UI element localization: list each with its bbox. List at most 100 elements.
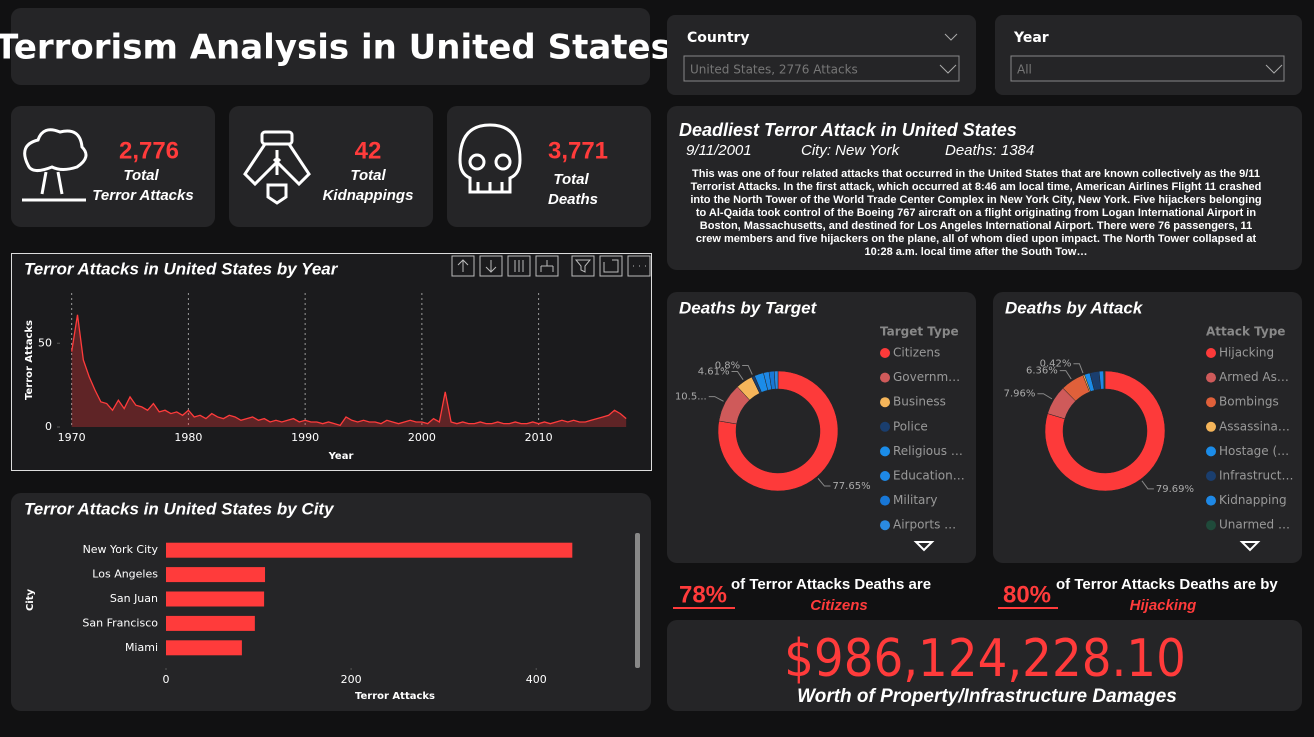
legend-swatch bbox=[1206, 348, 1216, 358]
dropdown[interactable] bbox=[683, 55, 960, 82]
story-title: Deadliest Terror Attack in United States bbox=[679, 120, 1017, 140]
y-tick-label: 50 bbox=[38, 336, 52, 349]
data-label: 4.61% bbox=[698, 366, 730, 377]
slicer-panel bbox=[995, 15, 1302, 95]
legend-swatch bbox=[1206, 421, 1216, 432]
kpi-label: Total bbox=[553, 171, 589, 188]
kpi-label: Total bbox=[123, 167, 159, 184]
data-label: 7.96% bbox=[1004, 389, 1036, 400]
chart-panel bbox=[11, 493, 651, 711]
legend-scroll[interactable] bbox=[1239, 541, 1261, 552]
legend-swatch bbox=[880, 397, 890, 408]
chart-panel[interactable] bbox=[11, 253, 652, 471]
x-tick-label: 200 bbox=[341, 673, 362, 686]
legend-swatch bbox=[880, 495, 890, 506]
legend-swatch bbox=[880, 372, 890, 383]
callout-text: of Terror Attacks Deaths are bbox=[731, 576, 931, 593]
kpi-value: 2,776 bbox=[119, 137, 179, 164]
legend-label: Education… bbox=[893, 469, 965, 483]
x-tick-label: 0 bbox=[163, 673, 170, 686]
legend-scroll[interactable] bbox=[913, 541, 935, 552]
legend-swatch bbox=[1206, 495, 1216, 506]
legend-swatch bbox=[1206, 372, 1216, 383]
y-axis-title: Terror Attacks bbox=[24, 320, 35, 400]
legend-label: Hostage (… bbox=[1219, 444, 1289, 458]
legend-swatch bbox=[880, 446, 890, 457]
data-label: 77.65% bbox=[832, 481, 870, 492]
leader-line bbox=[817, 478, 831, 487]
x-axis-title: Terror Attacks bbox=[355, 691, 435, 702]
kpi-label: Kidnappings bbox=[323, 187, 414, 204]
slicer-label: Country bbox=[687, 30, 750, 46]
kpi-card bbox=[11, 106, 215, 227]
damages-label: Worth of Property/Infrastructure Damages bbox=[797, 686, 1177, 707]
legend-label: Business bbox=[893, 395, 946, 409]
leader-line bbox=[1141, 480, 1154, 490]
callout-percent: 80% bbox=[1003, 581, 1051, 608]
legend-label: Hijacking bbox=[1219, 346, 1274, 360]
bar bbox=[166, 567, 266, 583]
legend-swatch bbox=[1206, 397, 1216, 408]
data-label: 0.42% bbox=[1040, 359, 1072, 370]
legend-title: Attack Type bbox=[1206, 325, 1285, 339]
legend-label: Bombings bbox=[1219, 395, 1279, 409]
scrollbar[interactable] bbox=[635, 533, 640, 668]
leader-line bbox=[742, 364, 753, 375]
story-city: City: New York bbox=[801, 142, 901, 159]
legend-swatch bbox=[1206, 471, 1216, 481]
legend-swatch bbox=[1206, 520, 1216, 531]
bar bbox=[166, 640, 242, 656]
y-tick-label: San Juan bbox=[110, 592, 158, 605]
chart-title: Terror Attacks in United States by City bbox=[24, 499, 335, 518]
slicer-value: All bbox=[1017, 63, 1032, 77]
legend-label: Assassina… bbox=[1219, 419, 1290, 433]
data-label: 10.5... bbox=[675, 392, 707, 403]
story-date: 9/11/2001 bbox=[686, 142, 752, 159]
visual-toolbar bbox=[451, 255, 651, 277]
kpi-value: 42 bbox=[355, 137, 382, 164]
leader-line bbox=[708, 396, 724, 402]
donut-slice bbox=[717, 370, 839, 492]
slicer-panel bbox=[667, 15, 976, 95]
donut-chart: Deaths by Attack 79.69% 7.96% 6.36%0.42% Att… bbox=[1004, 298, 1294, 531]
chevron bbox=[939, 64, 957, 74]
data-label: 79.69% bbox=[1156, 484, 1194, 495]
donut-slice bbox=[1103, 370, 1106, 390]
dropdown[interactable] bbox=[1010, 55, 1285, 82]
legend-label: Governm… bbox=[893, 370, 960, 384]
legend-swatch bbox=[880, 421, 890, 432]
x-tick-label: 2010 bbox=[525, 431, 553, 444]
leader-line bbox=[1059, 370, 1072, 380]
legend-swatch bbox=[880, 520, 890, 531]
legend-label: Infrastruct… bbox=[1219, 469, 1293, 483]
icon bbox=[22, 123, 522, 205]
legend-label: Unarmed … bbox=[1219, 518, 1290, 532]
callout-subject: Citizens bbox=[810, 597, 868, 614]
y-tick-label: 0 bbox=[45, 420, 52, 433]
leader-line bbox=[1073, 363, 1084, 374]
legend-swatch bbox=[1206, 446, 1216, 457]
legend-swatch bbox=[880, 471, 890, 481]
legend-label: Religious … bbox=[893, 444, 963, 458]
y-tick-label: San Francisco bbox=[82, 616, 158, 629]
story-deaths: Deaths: 1384 bbox=[945, 142, 1034, 159]
legend-label: Airports … bbox=[893, 518, 956, 532]
data-label: 0.8% bbox=[715, 360, 740, 371]
donut-slice bbox=[773, 370, 779, 390]
chart-title: Deaths by Target bbox=[679, 298, 818, 317]
kpi-value: 3,771 bbox=[548, 137, 608, 164]
x-axis-title: Year bbox=[328, 451, 354, 462]
callout-percent: 78% bbox=[679, 581, 727, 608]
x-tick-label: 400 bbox=[526, 673, 547, 686]
y-tick-label: Miami bbox=[125, 641, 158, 654]
legend-label: Police bbox=[893, 419, 928, 433]
page-title: Terrorism Analysis in United States bbox=[0, 28, 671, 68]
kpi-label: Total bbox=[350, 167, 386, 184]
legend-label: Armed As… bbox=[1219, 370, 1289, 384]
chevron[interactable] bbox=[944, 33, 958, 41]
legend-title: Target Type bbox=[880, 325, 959, 339]
area bbox=[71, 314, 627, 427]
y-tick-label: Los Angeles bbox=[92, 568, 158, 581]
